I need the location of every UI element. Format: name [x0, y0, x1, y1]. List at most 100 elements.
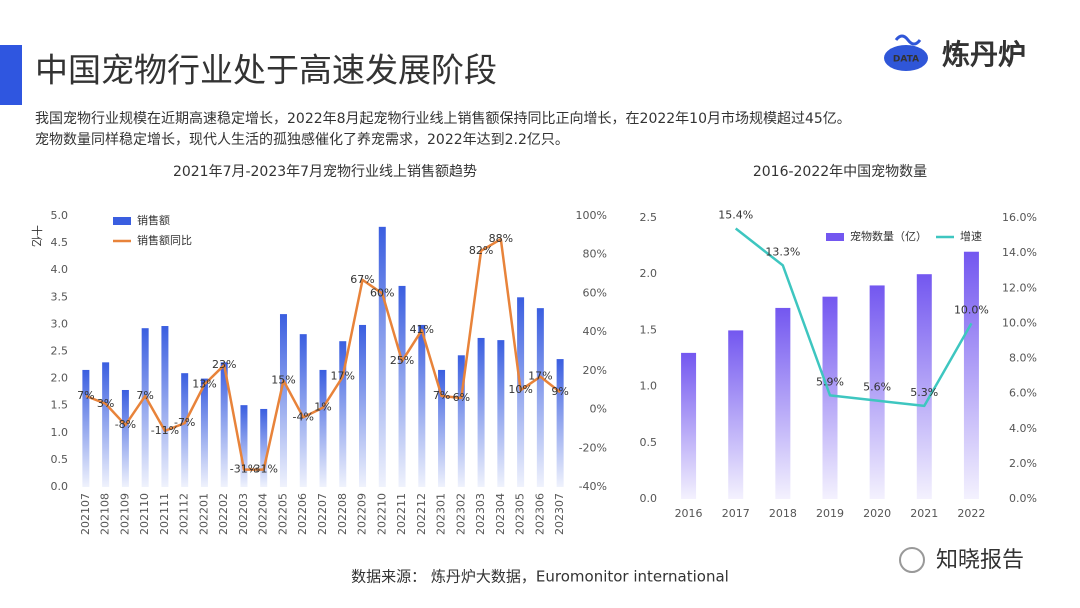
y-axis-label: 十亿	[30, 225, 44, 247]
data-label: 13%	[192, 377, 216, 390]
data-label: 7%	[77, 389, 94, 402]
data-label: -31%	[250, 463, 278, 476]
data-label: 13.3%	[765, 245, 800, 258]
x-tick-label: 202112	[178, 493, 191, 535]
x-tick-label: 202202	[217, 493, 230, 535]
data-label: 3%	[97, 397, 114, 410]
x-tick-label: 202203	[237, 493, 250, 535]
x-tick-label: 202306	[533, 493, 546, 535]
bar	[418, 324, 426, 487]
data-label: 17%	[528, 370, 552, 383]
y2-tick-label: 14.0%	[1002, 246, 1037, 259]
x-tick-label: 202208	[336, 493, 349, 535]
data-label: 6%	[453, 391, 470, 404]
bar	[457, 355, 465, 487]
bar	[916, 274, 932, 499]
y2-tick-label: 60%	[583, 286, 607, 299]
data-label: 10%	[508, 383, 532, 396]
y2-tick-label: 16.0%	[1002, 211, 1037, 224]
data-label: 7%	[433, 389, 450, 402]
data-label: 23%	[212, 358, 236, 371]
x-tick-label: 202204	[257, 493, 270, 535]
bar	[822, 296, 838, 499]
data-label: 67%	[350, 273, 374, 286]
x-tick-label: 202302	[454, 493, 467, 535]
bar	[681, 352, 697, 499]
bar	[963, 251, 979, 499]
x-tick-label: 202305	[514, 493, 527, 535]
legend-label: 增速	[960, 229, 982, 243]
bar	[398, 285, 406, 487]
x-tick-label: 202110	[138, 493, 151, 535]
data-label: 7%	[136, 389, 153, 402]
y-tick-label: 1.5	[640, 323, 658, 336]
y-tick-label: 3.5	[51, 290, 69, 303]
y-tick-label: 1.0	[51, 426, 69, 439]
chart-title: 2016-2022年中国宠物数量	[753, 164, 927, 180]
y2-tick-label: 20%	[583, 364, 607, 377]
bar	[477, 337, 485, 487]
y2-tick-label: 0%	[590, 403, 607, 416]
x-tick-label: 202207	[316, 493, 329, 535]
bar	[438, 369, 446, 487]
source: 数据来源： 炼丹炉大数据，Euromonitor international	[351, 568, 729, 586]
line	[85, 237, 561, 471]
bar	[220, 362, 228, 487]
y-tick-label: 4.0	[51, 263, 69, 276]
data-label: 82%	[469, 244, 493, 257]
bar	[161, 326, 169, 487]
bar	[82, 369, 90, 487]
data-label: 60%	[370, 286, 394, 299]
bar	[102, 362, 110, 487]
bar	[775, 307, 791, 499]
legend-label: 销售额	[137, 213, 170, 227]
y-tick-label: 0.0	[51, 480, 69, 493]
description-line: 我国宠物行业规模在近期高速稳定增长，2022年8月起宠物行业线上销售额保持同比正…	[35, 110, 851, 127]
bar	[536, 308, 544, 487]
y2-tick-label: 80%	[583, 248, 607, 261]
description-line: 宠物数量同样稳定增长，现代人生活的孤独感催化了养宠需求，2022年达到2.2亿只…	[35, 131, 569, 148]
legend-label: 销售额同比	[137, 233, 192, 247]
x-tick-label: 202210	[375, 493, 388, 535]
y2-tick-label: 8.0%	[1009, 352, 1037, 365]
x-tick-label: 2022	[957, 507, 985, 520]
y2-tick-label: 6.0%	[1009, 387, 1037, 400]
data-label: 5.3%	[910, 386, 938, 399]
data-label: -11%	[151, 424, 179, 437]
y2-tick-label: 12.0%	[1002, 281, 1037, 294]
bar	[200, 378, 208, 487]
legend-swatch	[113, 217, 131, 225]
data-label: 5.9%	[816, 375, 844, 388]
x-tick-label: 202303	[474, 493, 487, 535]
y2-tick-label: 100%	[576, 209, 607, 222]
bar	[319, 369, 327, 487]
data-label: 9%	[551, 385, 568, 398]
legend-label: 宠物数量（亿）	[850, 229, 927, 243]
y2-tick-label: -40%	[579, 480, 607, 493]
data-label: -8%	[115, 418, 136, 431]
data-label: 15%	[271, 374, 295, 387]
y-tick-label: 0.5	[51, 453, 69, 466]
x-tick-label: 202211	[395, 493, 408, 535]
bar	[260, 408, 268, 487]
bar	[378, 226, 386, 487]
bar	[339, 341, 347, 487]
bar	[497, 340, 505, 487]
y2-tick-label: 40%	[583, 325, 607, 338]
bar	[141, 328, 149, 487]
y-tick-label: 4.5	[51, 236, 69, 249]
bar	[869, 285, 885, 499]
x-tick-label: 2020	[863, 507, 891, 520]
logo-steam	[894, 34, 922, 46]
x-tick-label: 202201	[197, 493, 210, 535]
logo-badge: DATA	[893, 55, 919, 65]
data-label: 1%	[314, 401, 331, 414]
watermark: 知晓报告	[936, 548, 1024, 573]
x-tick-label: 202304	[494, 493, 507, 535]
x-tick-label: 202205	[276, 493, 289, 535]
y2-tick-label: -20%	[579, 441, 607, 454]
chart-title: 2021年7月-2023年7月宠物行业线上销售额趋势	[173, 164, 477, 180]
bar	[299, 334, 307, 487]
bar	[517, 297, 525, 487]
